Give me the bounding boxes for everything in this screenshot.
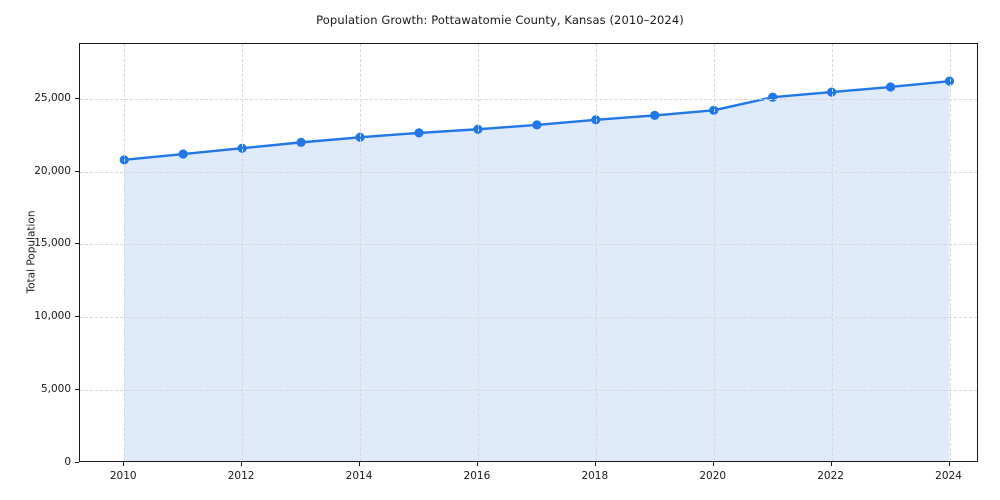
gridline-vertical <box>595 44 597 461</box>
x-tick-mark <box>123 462 125 466</box>
y-tick-mark <box>75 316 79 318</box>
y-tick-mark <box>75 462 79 463</box>
y-tick-mark <box>75 389 79 391</box>
gridline-vertical <box>242 44 244 461</box>
data-point-marker <box>532 120 542 130</box>
x-tick-mark <box>241 462 243 466</box>
y-tick-label: 10,000 <box>34 310 71 323</box>
data-point-marker <box>650 110 660 121</box>
x-tick-mark <box>712 462 714 466</box>
y-tick-mark <box>75 243 79 245</box>
y-tick-label: 25,000 <box>34 91 71 104</box>
x-tick-mark <box>594 462 596 466</box>
gridline-vertical <box>713 44 715 461</box>
y-axis-label: Total Population <box>25 209 37 294</box>
gridline-horizontal <box>80 98 977 100</box>
x-tick-mark <box>476 462 478 466</box>
gridline-vertical <box>831 44 833 461</box>
x-tick-label: 2012 <box>227 470 255 482</box>
x-tick-label: 2020 <box>699 470 727 482</box>
y-tick-label: 0 <box>64 456 71 468</box>
data-point-marker <box>768 92 778 102</box>
y-tick-mark <box>75 170 79 172</box>
gridline-vertical <box>360 44 362 461</box>
gridline-vertical <box>949 44 951 461</box>
y-tick-label: 20,000 <box>34 164 71 177</box>
data-point-marker <box>178 149 188 159</box>
data-point-marker <box>414 128 424 138</box>
data-point-marker <box>885 82 896 92</box>
x-tick-label: 2022 <box>817 470 844 482</box>
gridline-vertical <box>477 44 479 461</box>
gridline-horizontal <box>80 390 977 392</box>
chart-title: Population Growth: Pottawatomie County, … <box>316 13 684 27</box>
gridline-horizontal <box>80 171 977 173</box>
plot-area <box>79 43 978 462</box>
x-tick-mark <box>948 462 950 466</box>
y-tick-label: 5,000 <box>40 383 71 396</box>
gridline-horizontal <box>80 317 977 319</box>
y-tick-label: 15,000 <box>34 237 71 250</box>
area-fill <box>124 81 950 461</box>
x-tick-mark <box>830 462 832 466</box>
y-tick-mark <box>75 97 79 99</box>
x-tick-label: 2018 <box>581 470 609 482</box>
data-point-marker <box>296 137 306 147</box>
population-area-series <box>119 76 955 461</box>
gridline-horizontal <box>80 244 977 246</box>
x-tick-mark <box>359 462 361 466</box>
x-tick-label: 2016 <box>463 470 491 482</box>
x-tick-label: 2024 <box>935 470 962 482</box>
x-tick-label: 2014 <box>345 470 373 482</box>
gridline-vertical <box>124 44 126 461</box>
x-tick-label: 2010 <box>109 470 137 482</box>
